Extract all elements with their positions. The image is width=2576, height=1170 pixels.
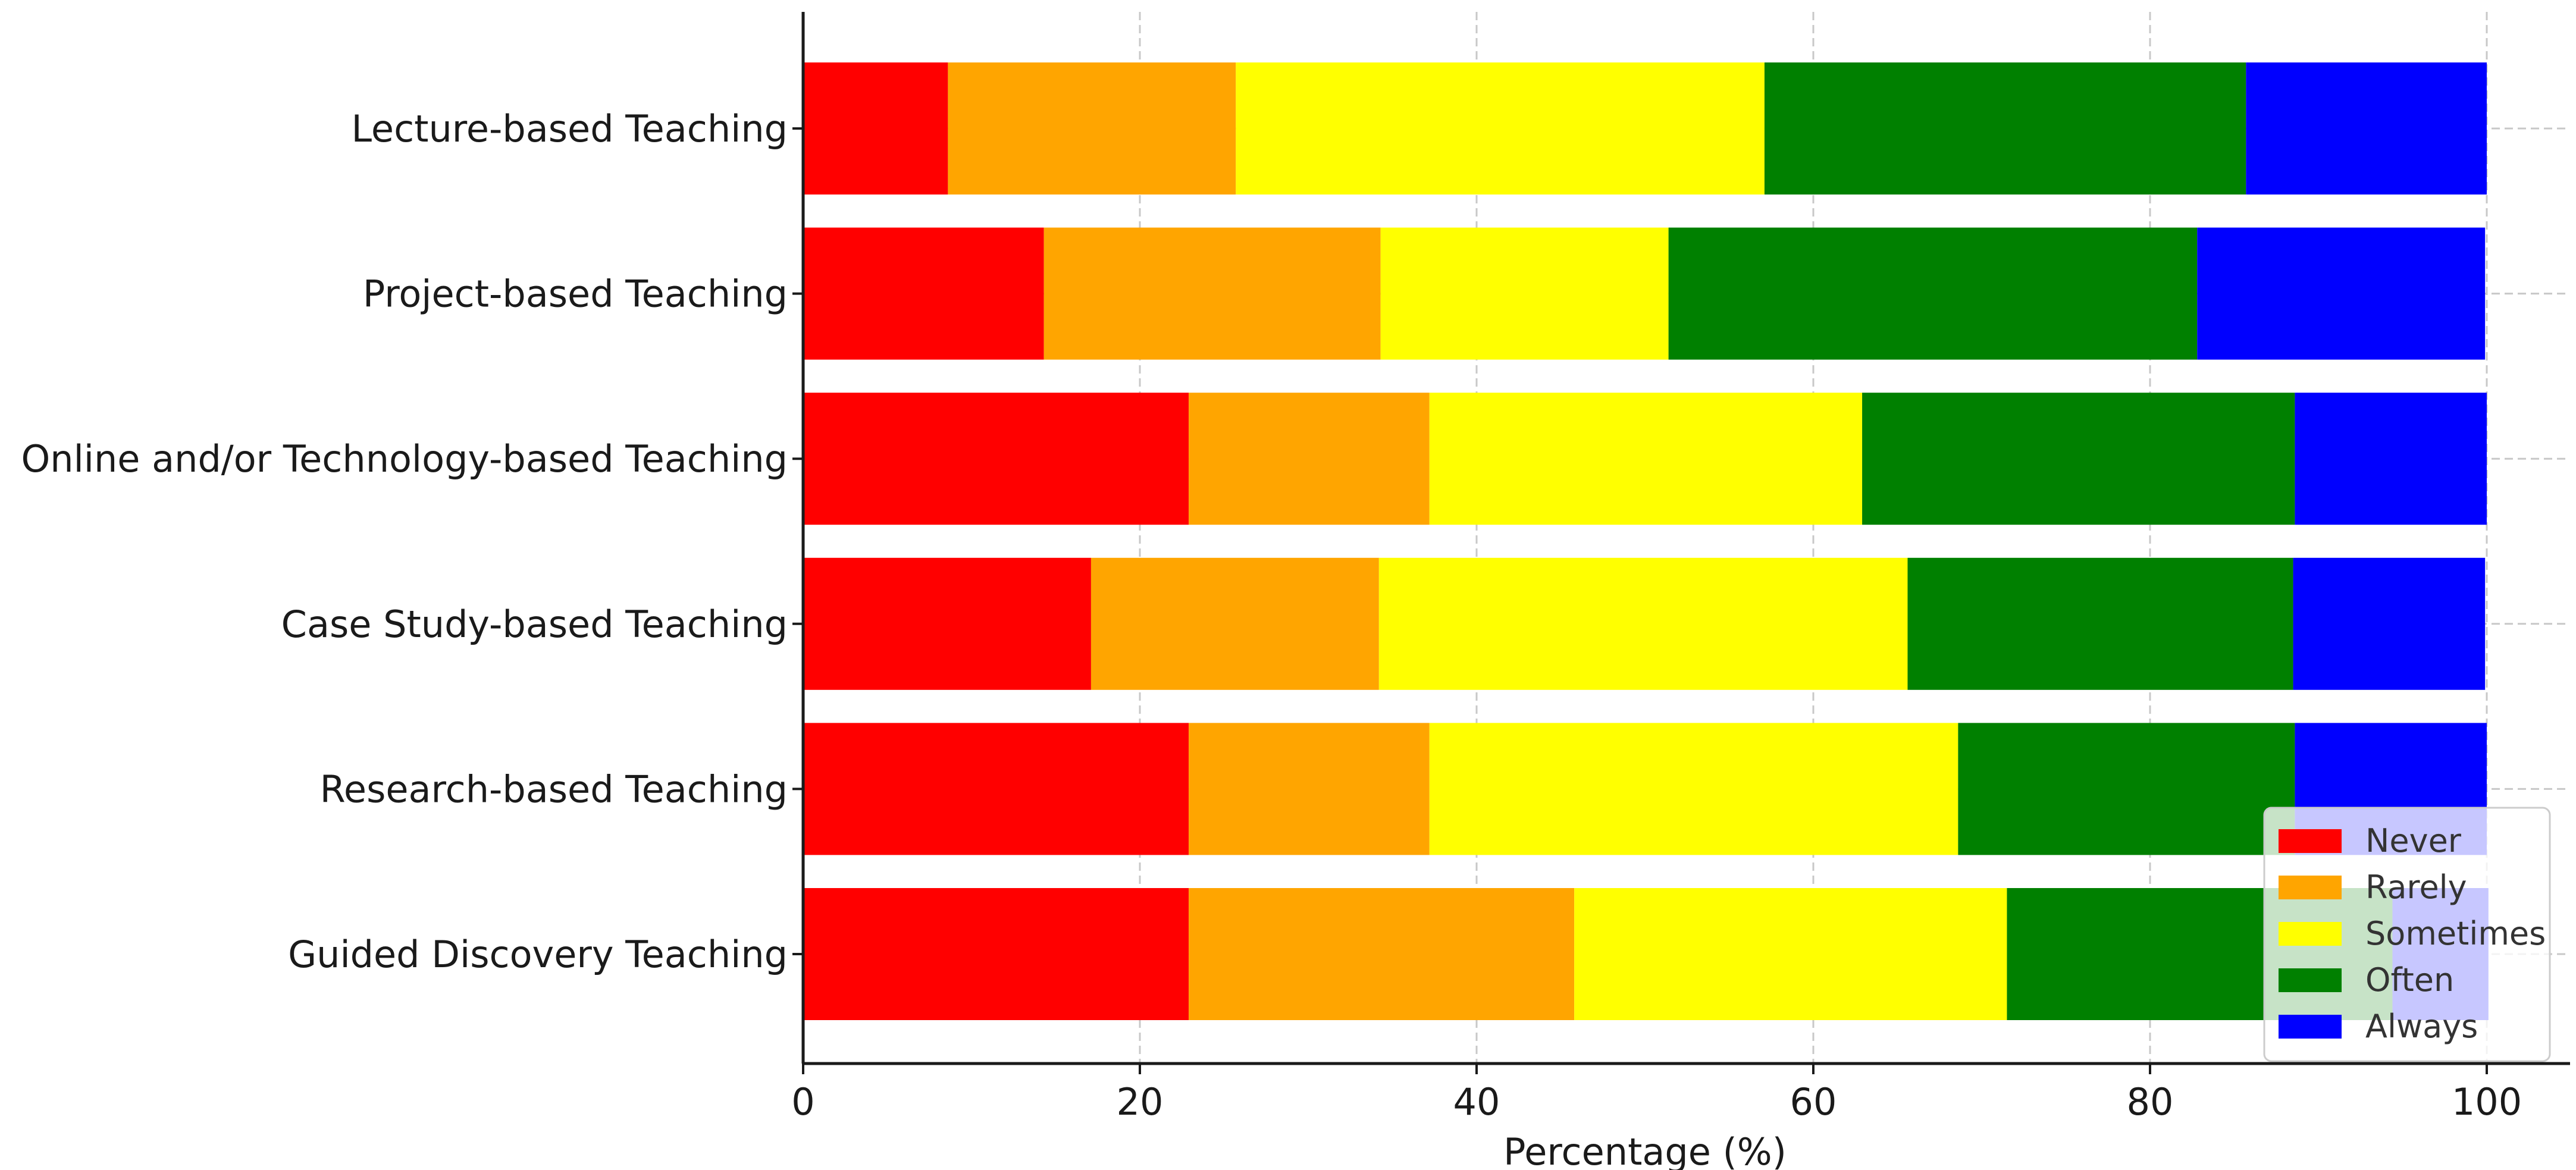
bar-project-based-teaching-always: [2197, 227, 2486, 360]
bar-lecture-based-teaching-never: [803, 62, 948, 195]
bar-project-based-teaching-never: [803, 227, 1044, 360]
bar-lecture-based-teaching-often: [1764, 62, 2246, 195]
legend-swatch-sometimes: [2279, 922, 2342, 946]
legend-label-always: Always: [2365, 1008, 2478, 1045]
x-axis-title: Percentage (%): [1503, 1130, 1787, 1170]
bar-online-and-or-technology-based-teaching-never: [803, 393, 1189, 525]
bar-research-based-teaching-rarely: [1189, 723, 1430, 855]
bar-project-based-teaching-rarely: [1043, 227, 1381, 360]
category-label-lecture-based-teaching: Lecture-based Teaching: [351, 107, 788, 150]
bar-guided-discovery-teaching-never: [803, 888, 1189, 1020]
bar-lecture-based-teaching-sometimes: [1236, 62, 1765, 195]
x-tick-label-40: 40: [1453, 1080, 1500, 1124]
legend-label-sometimes: Sometimes: [2365, 915, 2546, 952]
bar-online-and-or-technology-based-teaching-often: [1862, 393, 2295, 525]
legend-swatch-often: [2279, 968, 2342, 992]
bar-research-based-teaching-never: [803, 723, 1189, 855]
category-label-guided-discovery-teaching: Guided Discovery Teaching: [288, 933, 788, 976]
bar-lecture-based-teaching-rarely: [948, 62, 1236, 195]
bar-guided-discovery-teaching-rarely: [1189, 888, 1575, 1020]
legend-swatch-always: [2279, 1015, 2342, 1039]
bar-project-based-teaching-sometimes: [1380, 227, 1669, 360]
bar-case-study-based-teaching-often: [1907, 557, 2293, 690]
bar-research-based-teaching-sometimes: [1429, 723, 1958, 855]
x-tick-label-80: 80: [2127, 1080, 2174, 1124]
bar-case-study-based-teaching-always: [2293, 557, 2486, 690]
bars: [803, 62, 2489, 1020]
x-tick-label-0: 0: [791, 1080, 814, 1124]
bar-online-and-or-technology-based-teaching-sometimes: [1429, 393, 1863, 525]
legend-label-never: Never: [2365, 822, 2462, 860]
x-tick-label-20: 20: [1117, 1080, 1164, 1124]
bar-research-based-teaching-often: [1958, 723, 2295, 855]
legend-label-rarely: Rarely: [2365, 868, 2467, 906]
category-label-online-and-or-technology-based-teaching: Online and/or Technology-based Teaching: [21, 437, 788, 481]
legend-swatch-never: [2279, 829, 2342, 853]
bar-lecture-based-teaching-always: [2246, 62, 2487, 195]
legend-label-often: Often: [2365, 961, 2454, 999]
bar-case-study-based-teaching-rarely: [1090, 557, 1379, 690]
axes: 0 20 40 60 80 100: [791, 12, 2570, 1124]
category-label-research-based-teaching: Research-based Teaching: [320, 767, 788, 811]
category-label-case-study-based-teaching: Case Study-based Teaching: [281, 603, 788, 646]
x-tick-label-60: 60: [1790, 1080, 1837, 1124]
legend: Never Rarely Sometimes Often Always: [2263, 807, 2551, 1062]
x-tick-label-100: 100: [2452, 1080, 2522, 1124]
bar-guided-discovery-teaching-sometimes: [1574, 888, 2007, 1020]
bar-online-and-or-technology-based-teaching-rarely: [1189, 393, 1430, 525]
bar-case-study-based-teaching-sometimes: [1378, 557, 1908, 690]
bar-case-study-based-teaching-never: [803, 557, 1091, 690]
bar-project-based-teaching-often: [1668, 227, 2198, 360]
category-label-project-based-teaching: Project-based Teaching: [363, 272, 788, 316]
legend-box: [2263, 807, 2551, 1062]
legend-swatch-rarely: [2279, 876, 2342, 899]
category-labels: Lecture-based Teaching Project-based Teac…: [21, 107, 788, 976]
bar-online-and-or-technology-based-teaching-always: [2295, 393, 2487, 525]
